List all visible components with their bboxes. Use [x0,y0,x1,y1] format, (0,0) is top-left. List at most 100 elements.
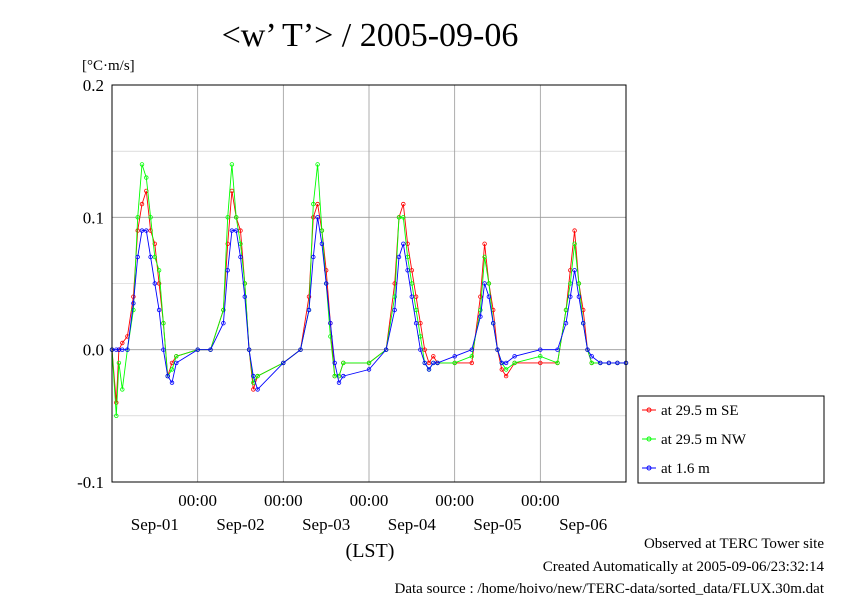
legend-label: at 29.5 m SE [661,403,739,419]
data-point [341,373,346,379]
data-point [148,254,153,260]
data-point [165,373,170,379]
x-tick-date-label: Sep-06 [559,515,607,534]
data-point [238,254,243,260]
data-point [469,354,474,359]
data-point [452,354,457,359]
data-point [221,321,226,326]
footer-observed: Observed at TERC Tower site [643,536,824,552]
x-tick-date-label: Sep-03 [302,515,350,534]
data-point [503,373,509,379]
data-point [221,307,226,313]
data-point [478,307,483,313]
x-tick-date-label: Sep-02 [216,515,264,534]
legend: at 29.5 m SE at 29.5 m NW at 1.6 m [637,395,825,484]
data-point [156,268,162,273]
x-tick-time-label: 00:00 [521,491,560,510]
legend-label: at 29.5 m NW [661,432,747,448]
series-layer [109,162,629,418]
data-point [478,294,483,299]
y-tick-label: 0.1 [83,208,104,227]
data-point [491,321,496,326]
data-point [306,294,312,299]
data-point [139,201,145,207]
data-point [401,215,406,220]
data-point [120,387,125,392]
data-point [499,367,504,372]
data-point [135,228,140,233]
data-point [366,367,372,372]
data-point [125,347,130,352]
data-point [482,241,487,246]
data-point [431,354,436,359]
data-point [615,360,620,366]
footer-created: Created Automatically at 2005-09-06/23:3… [542,559,824,575]
data-point [405,268,410,273]
data-point [195,347,200,352]
data-point [589,360,594,366]
data-point [131,307,136,313]
data-point [324,281,329,286]
data-point [131,301,136,306]
data-point [144,175,149,180]
data-point [538,360,543,366]
x-tick-date-label: Sep-04 [388,515,437,534]
data-point [139,228,145,233]
data-point [169,367,175,372]
data-point [114,347,119,352]
data-point [139,162,145,167]
data-point [396,215,402,220]
data-point [585,347,590,352]
data-point [225,215,230,220]
x-axis-label: (LST) [346,540,395,562]
footer-source: Data source : /home/hoivo/new/TERC-data/… [394,581,825,597]
data-point [572,241,577,246]
data-point [174,360,179,366]
data-point [538,354,543,359]
data-point [233,228,239,233]
data-point [148,215,153,220]
data-point [144,228,149,233]
data-point [555,347,560,352]
data-point [572,268,577,273]
data-point [341,360,346,366]
x-axis-ticks: 00:00 00:00 00:00 00:00 00:00 Sep-01 Sep-02 Sep… [131,491,608,534]
x-tick-time-label: 00:00 [350,491,389,510]
data-point [452,360,457,366]
data-point [315,162,320,167]
data-point [482,254,487,260]
data-point [116,360,122,366]
data-point [306,307,312,313]
data-point [120,347,125,352]
legend-box [637,395,825,484]
data-point [409,294,414,299]
data-point [576,294,582,299]
data-point [319,241,325,246]
data-point [426,367,432,372]
data-point [251,387,256,392]
data-point [174,354,179,359]
y-tick-label: -0.1 [77,473,104,492]
data-point [598,360,603,366]
data-point [135,254,140,260]
data-point [422,360,427,366]
data-point [538,347,543,352]
data-point [135,215,140,220]
data-point [229,162,235,167]
x-tick-time-label: 00:00 [178,491,217,510]
y-tick-label: 0.2 [83,76,104,95]
data-point [332,360,337,366]
data-point [581,321,586,326]
data-point [246,347,252,352]
data-point [469,347,474,352]
data-point [311,201,316,207]
data-point [469,360,474,366]
data-point [161,347,166,352]
data-point [251,373,256,379]
data-point [486,294,492,299]
data-point [392,294,397,299]
data-point [606,360,612,366]
data-point [332,373,337,379]
data-point [366,360,372,366]
